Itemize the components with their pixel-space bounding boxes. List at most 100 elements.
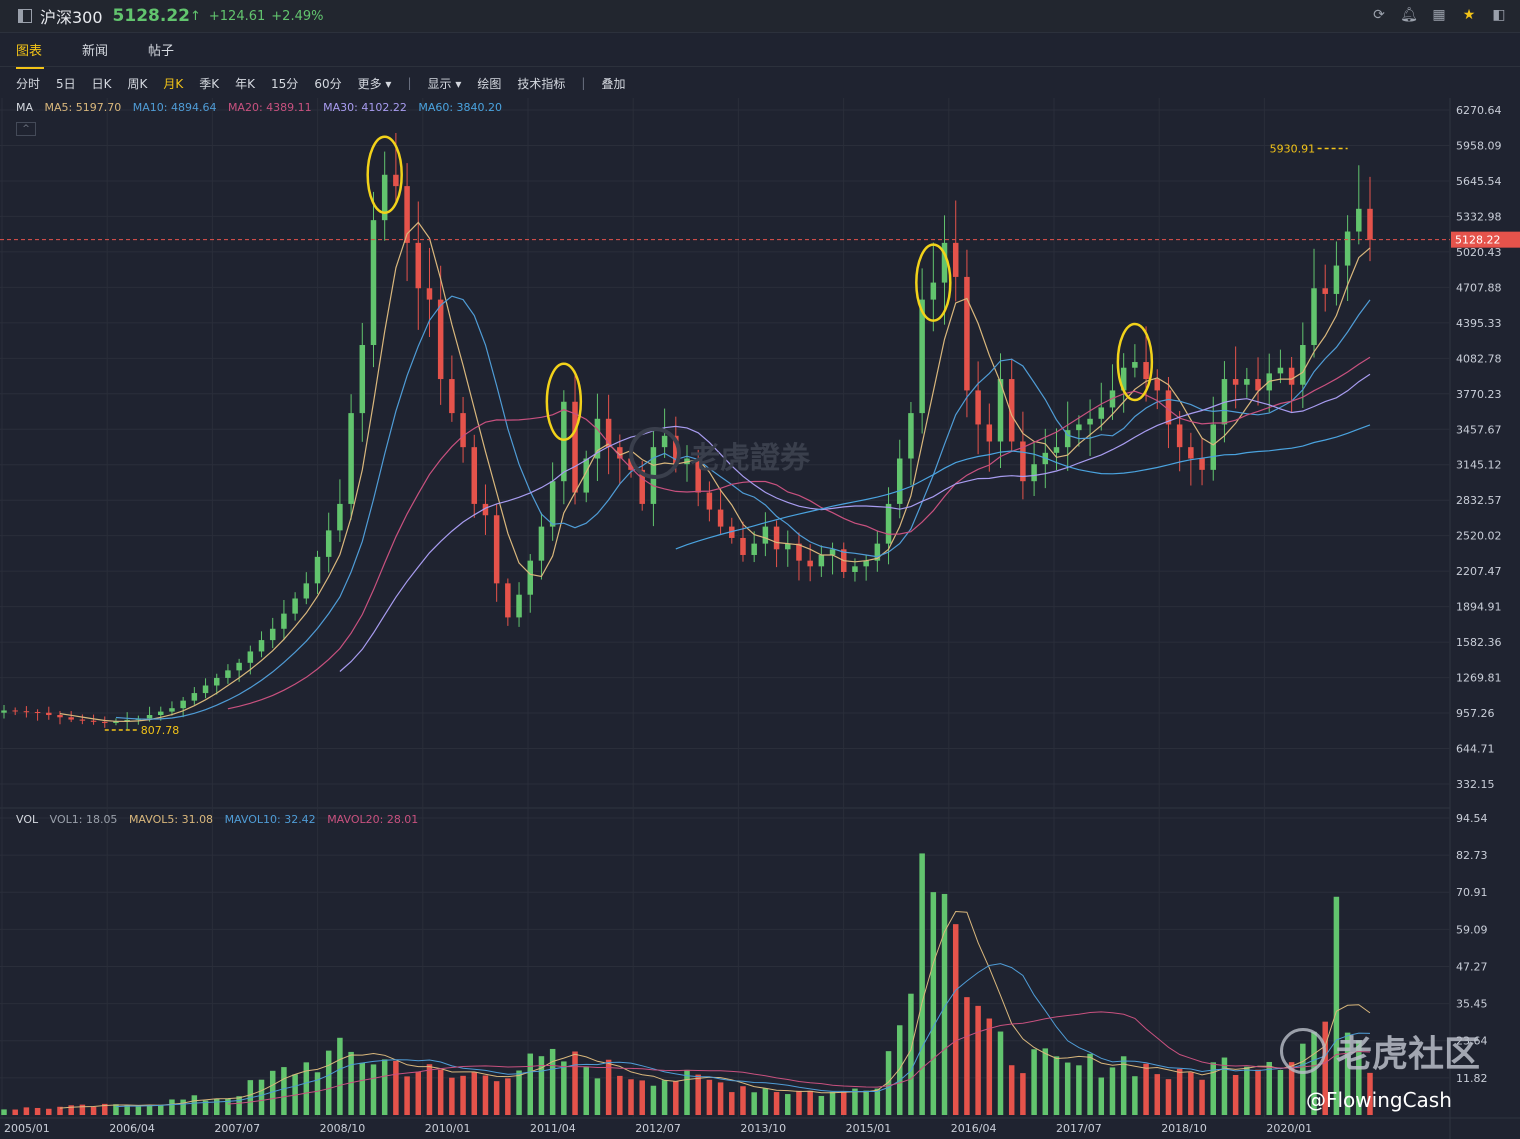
draw-button[interactable]: 绘图 [477, 76, 502, 91]
price-tick-label: 1269.81 [1456, 672, 1502, 685]
volume-bar [1356, 1040, 1362, 1115]
candle-body [34, 711, 41, 713]
period-60min[interactable]: 60分 [314, 76, 342, 91]
candle-body [1098, 407, 1105, 419]
volume-bar [617, 1075, 623, 1115]
period-5day[interactable]: 5日 [56, 76, 76, 91]
volume-bar [818, 1095, 825, 1115]
volume-bar [113, 1104, 119, 1115]
volume-bar [437, 1069, 444, 1115]
refresh-icon[interactable]: ⟳ [1373, 7, 1385, 23]
highlight-circle [366, 135, 403, 215]
period-15min[interactable]: 15分 [271, 76, 299, 91]
volume-bar [1288, 1062, 1295, 1115]
volume-bar [393, 1060, 399, 1115]
price-tick-label: 2520.02 [1456, 530, 1502, 543]
show-dropdown[interactable]: 显示 ▾ [427, 76, 462, 91]
candle-body [717, 509, 724, 527]
candle-body [952, 242, 959, 277]
candle-body [1076, 424, 1082, 431]
symbol-name: 沪深300 [40, 8, 103, 27]
volume-bar [370, 1064, 377, 1115]
more-dropdown[interactable]: 更多 ▾ [357, 76, 392, 91]
volume-bar [1221, 1057, 1228, 1115]
candle-body [549, 481, 556, 527]
candle-body [964, 276, 970, 391]
overlay-button[interactable]: 叠加 [601, 76, 626, 91]
indicators-button[interactable]: 技术指标 [517, 76, 566, 91]
sidebar-toggle-icon[interactable] [18, 9, 32, 23]
ma20-legend: MA20: 4389.11 [227, 101, 312, 114]
volume-bar [1244, 1066, 1250, 1115]
candle-body [1188, 447, 1194, 459]
candle-body [986, 424, 993, 442]
volume-bar [740, 1086, 746, 1115]
candle-body [471, 447, 478, 504]
volume-bar [773, 1092, 780, 1115]
candle-body [583, 458, 589, 493]
volume-bar [1098, 1077, 1105, 1115]
time-tick-label: 2006/04 [109, 1122, 155, 1135]
period-monthly[interactable]: 月K [163, 76, 184, 91]
ma-line-ma5 [59, 221, 1371, 723]
time-tick-label: 2016/04 [951, 1122, 997, 1135]
volume-bar [729, 1092, 735, 1115]
candle-body [941, 242, 948, 283]
chart-toolbar: 分时 5日 日K 周K 月K 季K 年K 15分 60分 更多 ▾ | 显示 ▾… [0, 66, 1520, 99]
volume-bar [269, 1070, 276, 1115]
volume-bar [997, 1031, 1004, 1115]
volume-bar [941, 893, 948, 1115]
candle-body [102, 721, 108, 723]
candle-body [538, 526, 545, 561]
tab-posts[interactable]: 帖子 [148, 43, 175, 59]
candle-body [594, 418, 601, 459]
period-daily[interactable]: 日K [91, 76, 112, 91]
candle-body [896, 458, 903, 504]
candle-body [852, 566, 858, 573]
tab-chart[interactable]: 图表 [16, 36, 45, 69]
grid-icon[interactable]: ▦ [1432, 7, 1446, 23]
candle-body [449, 379, 455, 414]
candlestick-chart[interactable]: 6270.64 5958.09 5645.54 5332.98 5020.43 4707.… [0, 98, 1520, 1139]
volume-bar [1232, 1074, 1239, 1115]
bell-icon[interactable]: 🔔︎ [1400, 7, 1418, 23]
candle-body [1322, 288, 1328, 294]
candle-body [1020, 441, 1026, 482]
tab-news[interactable]: 新闻 [82, 43, 109, 59]
volume-bar [661, 1080, 668, 1115]
volume-bar [1, 1109, 7, 1115]
price-tick-label: 4082.78 [1456, 352, 1502, 365]
candle-body [314, 556, 321, 584]
volume-bar [12, 1109, 18, 1115]
candle-body [57, 715, 63, 718]
volume-bar [841, 1091, 847, 1115]
volume-bar [460, 1075, 466, 1115]
volume-bar [1255, 1069, 1261, 1115]
candle-body [180, 700, 186, 709]
period-quarterly[interactable]: 季K [199, 76, 220, 91]
candle-body [303, 583, 310, 599]
candle-body [1244, 379, 1250, 385]
volume-bar [1344, 1032, 1351, 1115]
candle-body [113, 721, 119, 723]
period-weekly[interactable]: 周K [127, 76, 148, 91]
volume-tick-label: 47.27 [1456, 961, 1488, 974]
candle-body [1064, 430, 1071, 448]
candle-body [807, 560, 813, 567]
candle-body [337, 503, 343, 531]
volume-bar [583, 1066, 589, 1115]
candle-body [673, 435, 679, 465]
mavol20-legend: MAVOL20: 28.01 [327, 813, 419, 826]
star-icon[interactable]: ★ [1462, 7, 1476, 23]
period-yearly[interactable]: 年K [235, 76, 256, 91]
candle-body [1008, 379, 1015, 442]
period-timeshare[interactable]: 分时 [16, 76, 41, 91]
candle-body [773, 526, 780, 550]
candle-body [829, 549, 836, 555]
candle-body [404, 186, 410, 243]
collapse-icon[interactable]: ^ [16, 122, 36, 136]
price-tick-label: 2832.57 [1456, 494, 1502, 507]
panel-icon[interactable]: ◧ [1492, 7, 1506, 23]
volume-bar [1042, 1048, 1049, 1115]
candle-body [885, 503, 892, 544]
